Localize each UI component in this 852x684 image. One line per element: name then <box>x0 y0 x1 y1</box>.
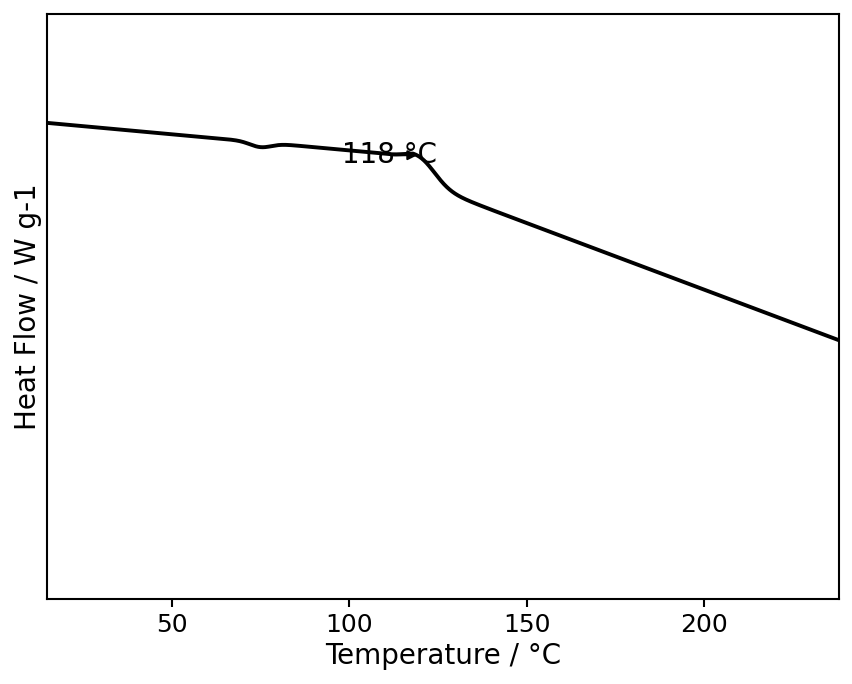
Y-axis label: Heat Flow / W g-1: Heat Flow / W g-1 <box>14 183 42 430</box>
X-axis label: Temperature / °C: Temperature / °C <box>325 642 561 670</box>
Text: 118 °C: 118 °C <box>342 141 436 169</box>
